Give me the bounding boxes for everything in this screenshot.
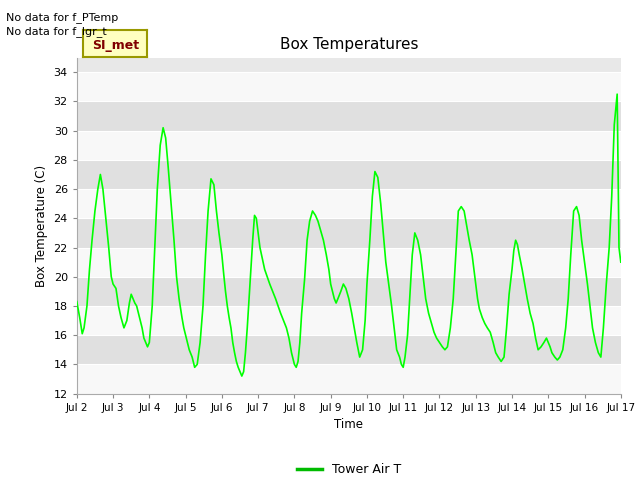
Bar — [77, 218, 621, 248]
Bar — [77, 306, 621, 335]
Bar — [77, 101, 621, 131]
X-axis label: Time: Time — [334, 418, 364, 431]
Bar — [77, 277, 621, 306]
Bar — [77, 160, 621, 189]
Bar — [77, 364, 621, 394]
Title: Box Temperatures: Box Temperatures — [280, 37, 418, 52]
Bar — [77, 248, 621, 277]
Text: No data for f_PTemp: No data for f_PTemp — [6, 12, 118, 23]
Text: SI_met: SI_met — [92, 39, 139, 52]
Legend: Tower Air T: Tower Air T — [292, 458, 406, 480]
Y-axis label: Box Temperature (C): Box Temperature (C) — [35, 165, 48, 287]
Bar — [77, 335, 621, 364]
Bar — [77, 131, 621, 160]
Bar — [77, 72, 621, 101]
Bar — [77, 189, 621, 218]
Text: No data for f_lgr_t: No data for f_lgr_t — [6, 26, 107, 37]
